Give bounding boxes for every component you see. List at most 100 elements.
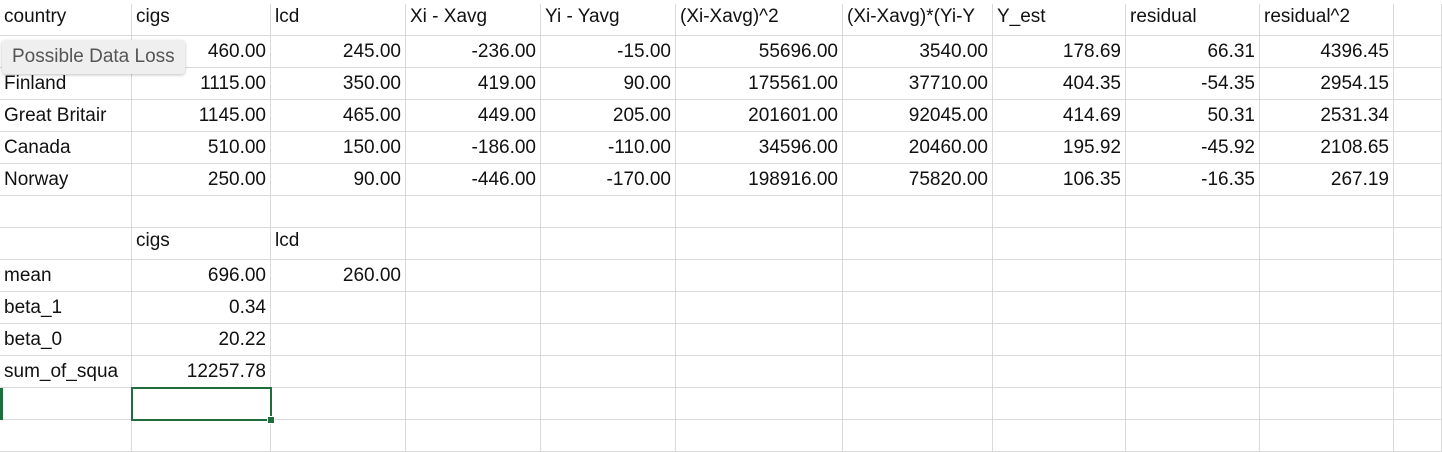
sheet-cell[interactable]: -15.00	[541, 36, 676, 68]
sheet-cell[interactable]	[271, 356, 406, 388]
sheet-cell[interactable]	[0, 196, 132, 228]
sheet-cell[interactable]: residual	[1126, 4, 1260, 36]
sheet-cell[interactable]	[1394, 324, 1442, 356]
sheet-cell[interactable]	[676, 324, 843, 356]
sheet-cell[interactable]	[843, 420, 993, 452]
sheet-cell[interactable]	[1394, 356, 1442, 388]
sheet-cell[interactable]	[0, 420, 132, 452]
sheet-cell[interactable]	[1394, 132, 1442, 164]
sheet-cell[interactable]	[1394, 4, 1442, 36]
sheet-cell[interactable]	[406, 228, 541, 260]
sheet-cell[interactable]: country	[0, 4, 132, 36]
sheet-cell[interactable]	[1126, 292, 1260, 324]
sheet-cell[interactable]	[843, 228, 993, 260]
sheet-cell[interactable]	[993, 356, 1126, 388]
sheet-cell[interactable]: Finland	[0, 68, 132, 100]
sheet-cell[interactable]: 92045.00	[843, 100, 993, 132]
sheet-cell[interactable]: -446.00	[406, 164, 541, 196]
selected-cell[interactable]	[131, 387, 272, 421]
sheet-cell[interactable]	[676, 196, 843, 228]
sheet-cell[interactable]: 178.69	[993, 36, 1126, 68]
sheet-cell[interactable]	[541, 196, 676, 228]
sheet-cell[interactable]: 245.00	[271, 36, 406, 68]
sheet-cell[interactable]: Norway	[0, 164, 132, 196]
sheet-cell[interactable]: 34596.00	[676, 132, 843, 164]
sheet-cell[interactable]	[1394, 420, 1442, 452]
sheet-cell[interactable]	[271, 420, 406, 452]
sheet-cell[interactable]	[1394, 228, 1442, 260]
sheet-cell[interactable]: 1115.00	[132, 68, 271, 100]
sheet-cell[interactable]	[993, 228, 1126, 260]
sheet-cell[interactable]: 267.19	[1260, 164, 1394, 196]
sheet-cell[interactable]	[993, 324, 1126, 356]
sheet-cell[interactable]	[541, 324, 676, 356]
sheet-cell[interactable]	[541, 388, 676, 420]
sheet-cell[interactable]: cigs	[132, 228, 271, 260]
sheet-cell[interactable]: 198916.00	[676, 164, 843, 196]
sheet-cell[interactable]	[132, 420, 271, 452]
sheet-cell[interactable]: -45.92	[1126, 132, 1260, 164]
sheet-cell[interactable]	[1126, 356, 1260, 388]
sheet-cell[interactable]: 414.69	[993, 100, 1126, 132]
sheet-cell[interactable]	[676, 420, 843, 452]
sheet-cell[interactable]: 90.00	[271, 164, 406, 196]
sheet-cell[interactable]	[843, 292, 993, 324]
sheet-cell[interactable]: 37710.00	[843, 68, 993, 100]
sheet-cell[interactable]: (Xi-Xavg)^2	[676, 4, 843, 36]
sheet-cell[interactable]: 696.00	[132, 260, 271, 292]
sheet-cell[interactable]: 404.35	[993, 68, 1126, 100]
sheet-cell[interactable]	[993, 388, 1126, 420]
sheet-cell[interactable]	[676, 388, 843, 420]
sheet-cell[interactable]: 2954.15	[1260, 68, 1394, 100]
sheet-cell[interactable]	[1260, 420, 1394, 452]
sheet-cell[interactable]: Canada	[0, 132, 132, 164]
sheet-cell[interactable]: 20460.00	[843, 132, 993, 164]
sheet-cell[interactable]: 449.00	[406, 100, 541, 132]
sheet-cell[interactable]: -170.00	[541, 164, 676, 196]
sheet-cell[interactable]: -236.00	[406, 36, 541, 68]
sheet-cell[interactable]	[993, 292, 1126, 324]
sheet-cell[interactable]	[1126, 228, 1260, 260]
sheet-cell[interactable]	[676, 260, 843, 292]
sheet-cell[interactable]: 75820.00	[843, 164, 993, 196]
sheet-cell[interactable]	[1260, 196, 1394, 228]
sheet-cell[interactable]	[1260, 228, 1394, 260]
fill-handle[interactable]	[267, 416, 275, 424]
sheet-cell[interactable]: 55696.00	[676, 36, 843, 68]
sheet-cell[interactable]: lcd	[271, 4, 406, 36]
sheet-cell[interactable]: 150.00	[271, 132, 406, 164]
sheet-cell[interactable]: beta_0	[0, 324, 132, 356]
sheet-cell[interactable]	[1126, 388, 1260, 420]
sheet-cell[interactable]: sum_of_squa	[0, 356, 132, 388]
sheet-cell[interactable]: 106.35	[993, 164, 1126, 196]
sheet-cell[interactable]	[1126, 196, 1260, 228]
sheet-cell[interactable]	[1260, 388, 1394, 420]
sheet-cell[interactable]	[676, 356, 843, 388]
sheet-cell[interactable]	[406, 420, 541, 452]
sheet-cell[interactable]: -16.35	[1126, 164, 1260, 196]
sheet-cell[interactable]	[406, 388, 541, 420]
sheet-cell[interactable]: 1145.00	[132, 100, 271, 132]
sheet-cell[interactable]	[271, 292, 406, 324]
sheet-cell[interactable]: 2108.65	[1260, 132, 1394, 164]
sheet-cell[interactable]	[1126, 260, 1260, 292]
sheet-cell[interactable]	[1394, 388, 1442, 420]
sheet-cell[interactable]: 419.00	[406, 68, 541, 100]
sheet-cell[interactable]	[1260, 292, 1394, 324]
sheet-cell[interactable]: Y_est	[993, 4, 1126, 36]
sheet-cell[interactable]	[676, 228, 843, 260]
sheet-cell[interactable]	[1394, 100, 1442, 132]
sheet-cell[interactable]	[1126, 324, 1260, 356]
sheet-cell[interactable]: 90.00	[541, 68, 676, 100]
sheet-cell[interactable]	[1260, 356, 1394, 388]
sheet-cell[interactable]: -54.35	[1126, 68, 1260, 100]
sheet-cell[interactable]	[1394, 292, 1442, 324]
sheet-cell[interactable]	[1260, 260, 1394, 292]
sheet-cell[interactable]	[541, 292, 676, 324]
sheet-cell[interactable]	[132, 196, 271, 228]
sheet-cell[interactable]	[843, 196, 993, 228]
sheet-cell[interactable]	[0, 228, 132, 260]
sheet-cell[interactable]: -186.00	[406, 132, 541, 164]
sheet-cell[interactable]: 175561.00	[676, 68, 843, 100]
